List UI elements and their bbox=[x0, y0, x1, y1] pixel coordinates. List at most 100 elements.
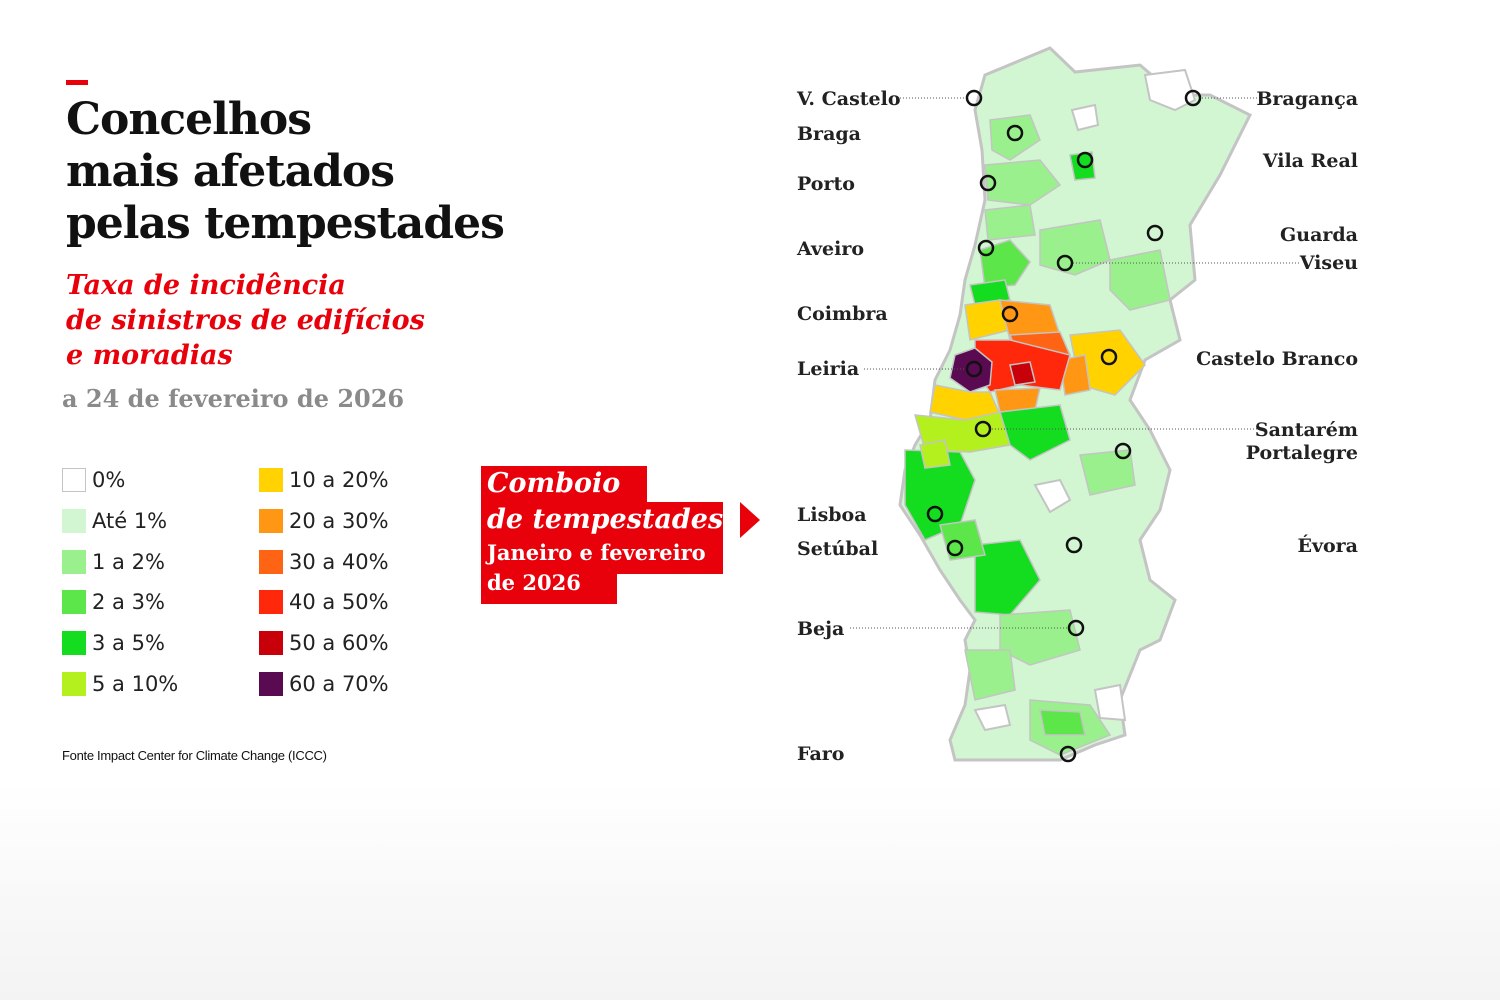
subtitle-line-1: Taxa de incidência bbox=[66, 270, 346, 301]
title-accent-bar bbox=[66, 80, 88, 85]
legend-item: 20 a 30% bbox=[259, 509, 389, 533]
callout-subtitle: Janeiro e fevereiro de 2026 bbox=[487, 538, 706, 598]
callout-title-line-2: de tempestades bbox=[487, 504, 724, 535]
city-marker-circle-icon[interactable] bbox=[1001, 305, 1019, 323]
legend-label: 10 a 20% bbox=[289, 468, 389, 492]
legend-item: 50 a 60% bbox=[259, 631, 389, 655]
legend-item: 30 a 40% bbox=[259, 550, 389, 574]
city-marker-circle-icon[interactable] bbox=[1006, 124, 1024, 142]
legend-label: 60 a 70% bbox=[289, 672, 389, 696]
city-label-viseu: Viseu bbox=[1299, 252, 1358, 274]
city-label-vila-real: Vila Real bbox=[1262, 150, 1358, 172]
subtitle: Taxa de incidência de sinistros de edifí… bbox=[66, 268, 526, 373]
legend-swatch bbox=[259, 468, 283, 492]
region-1-2-porto bbox=[984, 159, 1062, 206]
callout-subtitle-line-1: Janeiro e fevereiro bbox=[487, 540, 706, 565]
legend-swatch bbox=[62, 550, 86, 574]
city-label-castelo-branco: Castelo Branco bbox=[1196, 348, 1358, 370]
region-3-5-aveiro bbox=[969, 279, 1011, 306]
subtitle-line-2: de sinistros de edifícios bbox=[66, 305, 425, 336]
callout-arrow-icon bbox=[740, 502, 760, 538]
legend-swatch bbox=[62, 631, 86, 655]
callout-title-line-1: Comboio bbox=[487, 468, 621, 499]
city-marker-circle-icon[interactable] bbox=[926, 505, 944, 523]
legend-swatch bbox=[259, 672, 283, 696]
callout-title: Comboio de tempestades bbox=[487, 466, 723, 538]
region-1-2-beja bbox=[964, 649, 1016, 701]
legend-label: 0% bbox=[92, 468, 126, 492]
map-regions bbox=[898, 46, 1253, 762]
legend-swatch bbox=[259, 590, 283, 614]
callout-notch bbox=[617, 574, 723, 604]
city-marker-circle-icon[interactable] bbox=[1184, 89, 1202, 107]
region-2-3-setubal bbox=[939, 519, 986, 561]
legend-label: 3 a 5% bbox=[92, 631, 165, 655]
city-label-beja: Beja bbox=[797, 618, 844, 640]
title-line-3: pelas tempestades bbox=[66, 198, 505, 249]
legend-swatch bbox=[62, 509, 86, 533]
legend-swatch bbox=[62, 468, 86, 492]
source-note: Fonte Impact Center for Climate Change (… bbox=[62, 748, 327, 763]
city-label-santarem: Santarém bbox=[1255, 419, 1358, 441]
city-marker-circle-icon[interactable] bbox=[965, 89, 983, 107]
region-1-2-interior bbox=[1079, 449, 1136, 496]
region-evora-blank bbox=[1033, 478, 1072, 514]
city-label-evora: Évora bbox=[1297, 534, 1358, 557]
region-1-2-guarda bbox=[1109, 249, 1171, 311]
legend-item: 60 a 70% bbox=[259, 672, 389, 696]
city-marker-circle-icon[interactable] bbox=[1056, 254, 1074, 272]
legend-label: 30 a 40% bbox=[289, 550, 389, 574]
date-label: a 24 de fevereiro de 2026 bbox=[62, 384, 405, 413]
city-marker-circle-icon[interactable] bbox=[1065, 536, 1083, 554]
legend-label: 1 a 2% bbox=[92, 550, 165, 574]
city-marker-circle-icon[interactable] bbox=[974, 420, 992, 438]
legend-swatch bbox=[259, 631, 283, 655]
leader-lines bbox=[850, 97, 1300, 629]
city-marker-circle-icon[interactable] bbox=[965, 360, 983, 378]
city-labels: V. Castelo Braga Porto Aveiro Coimbra Le… bbox=[796, 88, 1358, 765]
city-label-braganca: Bragança bbox=[1256, 88, 1358, 110]
subtitle-line-3: e moradias bbox=[66, 340, 233, 371]
city-label-porto: Porto bbox=[797, 173, 855, 195]
city-marker-circle-icon[interactable] bbox=[979, 174, 997, 192]
city-label-guarda: Guarda bbox=[1280, 224, 1358, 246]
city-marker-circle-icon[interactable] bbox=[1076, 151, 1094, 169]
region-50-60 bbox=[1009, 361, 1036, 386]
legend-swatch bbox=[259, 550, 283, 574]
region-beja-blank bbox=[1093, 683, 1127, 722]
region-2-3-algarve bbox=[1039, 709, 1086, 736]
legend-swatch bbox=[62, 672, 86, 696]
legend-label: 50 a 60% bbox=[289, 631, 389, 655]
city-markers bbox=[926, 89, 1202, 763]
city-label-braga: Braga bbox=[797, 123, 861, 145]
city-marker-circle-icon[interactable] bbox=[1100, 348, 1118, 366]
city-marker-circle-icon[interactable] bbox=[1067, 619, 1085, 637]
city-label-setubal: Setúbal bbox=[797, 538, 878, 560]
storm-callout: Comboio de tempestades Janeiro e feverei… bbox=[481, 466, 771, 606]
region-5-10-west bbox=[919, 439, 951, 469]
legend-swatch bbox=[259, 509, 283, 533]
callout-box-top bbox=[481, 466, 647, 502]
city-marker-circle-icon[interactable] bbox=[946, 539, 964, 557]
region-faro-blank bbox=[973, 703, 1012, 732]
city-label-portalegre: Portalegre bbox=[1246, 442, 1358, 464]
legend-label: 2 a 3% bbox=[92, 590, 165, 614]
legend: 0% Até 1% 1 a 2% 2 a 3% 3 a 5% 5 a 10% 1… bbox=[62, 466, 422, 706]
legend-label: 40 a 50% bbox=[289, 590, 389, 614]
city-marker-circle-icon[interactable] bbox=[1114, 442, 1132, 460]
title-line-1: Concelhos bbox=[66, 94, 312, 145]
city-label-faro: Faro bbox=[797, 743, 844, 765]
title-line-2: mais afetados bbox=[66, 146, 395, 197]
legend-item: 2 a 3% bbox=[62, 590, 165, 614]
region-3-5-santarem bbox=[999, 404, 1071, 461]
legend-label: 20 a 30% bbox=[289, 509, 389, 533]
legend-item: 5 a 10% bbox=[62, 672, 178, 696]
city-label-aveiro: Aveiro bbox=[796, 238, 864, 260]
city-marker-circle-icon[interactable] bbox=[977, 239, 995, 257]
city-marker-circle-icon[interactable] bbox=[1059, 745, 1077, 763]
city-marker-circle-icon[interactable] bbox=[1146, 224, 1164, 242]
region-3-5-setubal bbox=[974, 539, 1041, 616]
region-1-2-north-coast bbox=[984, 204, 1036, 241]
region-1-2-alentejo bbox=[999, 609, 1081, 666]
